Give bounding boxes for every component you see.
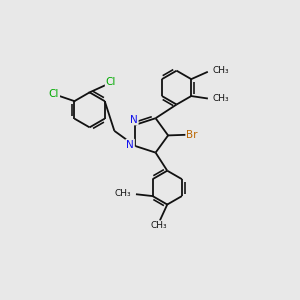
Text: CH₃: CH₃ bbox=[151, 221, 167, 230]
Text: N: N bbox=[126, 140, 134, 150]
Text: N: N bbox=[130, 115, 138, 124]
Text: CH₃: CH₃ bbox=[213, 94, 230, 103]
Text: Br: Br bbox=[186, 130, 198, 140]
Text: CH₃: CH₃ bbox=[114, 189, 131, 198]
Text: CH₃: CH₃ bbox=[213, 67, 230, 76]
Text: Cl: Cl bbox=[106, 77, 116, 88]
Text: Cl: Cl bbox=[49, 89, 59, 99]
